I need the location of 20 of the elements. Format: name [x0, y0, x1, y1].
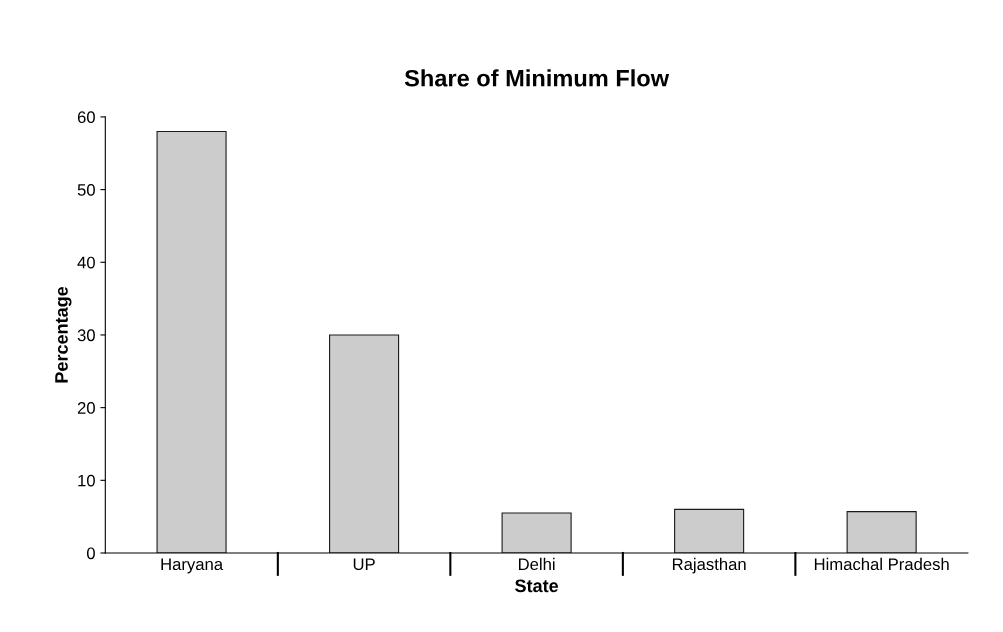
y-tick-label: 10 [78, 474, 95, 487]
chart-title: Share of Minimum Flow [404, 69, 670, 87]
y-tick-label: 30 [77, 329, 95, 342]
bar [846, 511, 917, 553]
y-tick-label: 60 [77, 111, 95, 124]
y-tick-label: 40 [77, 256, 95, 269]
y-axis-title: Percentage [55, 286, 72, 383]
y-tick-label: 0 [86, 547, 95, 560]
x-tick-label: Delhi [518, 557, 555, 571]
y-tick-label: 50 [77, 184, 95, 196]
x-tick-label: UP [353, 558, 375, 571]
x-tick-label: Haryana [161, 558, 224, 574]
x-tick-label: Himachal Pradesh [814, 557, 949, 571]
bar [156, 130, 227, 553]
x-axis-title: State [515, 579, 559, 593]
bar [501, 512, 572, 553]
y-tick-label: 20 [77, 402, 95, 414]
bar [329, 334, 400, 553]
x-tick-label: Rajasthan [672, 557, 746, 574]
bar [674, 508, 745, 553]
